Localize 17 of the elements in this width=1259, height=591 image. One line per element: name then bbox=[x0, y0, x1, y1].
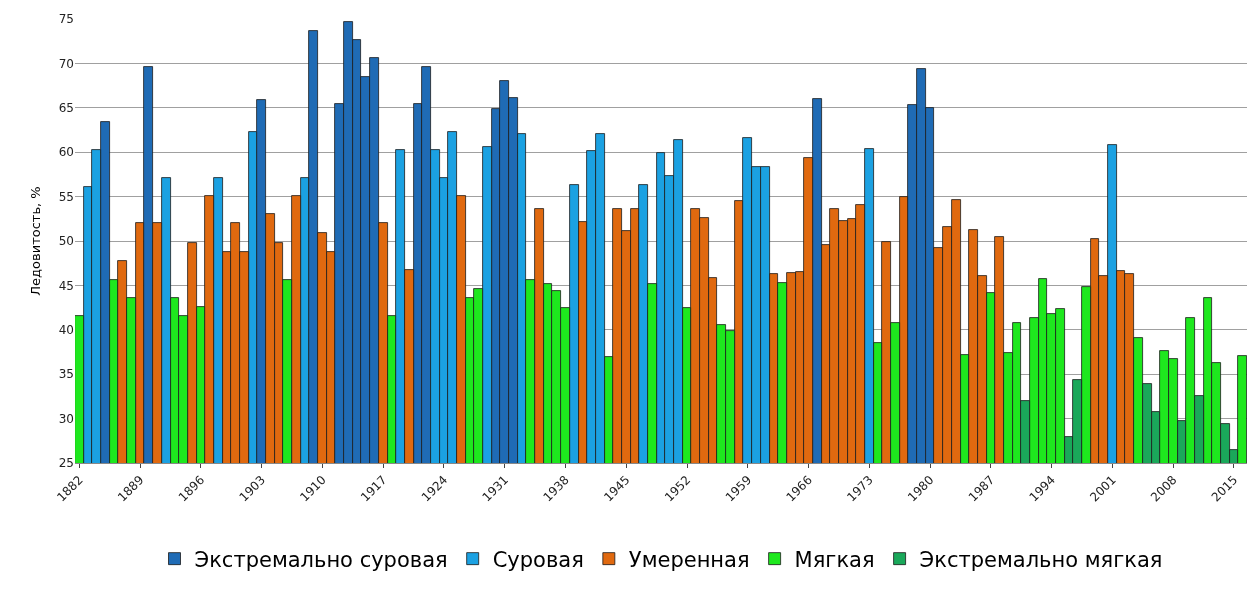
y-tick-label: 45 bbox=[58, 278, 74, 293]
legend-label: Умеренная bbox=[628, 547, 750, 572]
legend-label: Экстремально суровая bbox=[194, 547, 448, 572]
y-tick-label: 30 bbox=[58, 411, 74, 426]
y-tick-label: 35 bbox=[58, 367, 74, 382]
y-tick-label: 55 bbox=[58, 189, 74, 204]
y-tick-label: 60 bbox=[58, 145, 74, 160]
legend-label: Мягкая bbox=[794, 547, 875, 572]
legend-label: Суровая bbox=[492, 547, 584, 572]
y-tick-label: 65 bbox=[58, 101, 74, 115]
y-tick-label: 70 bbox=[58, 56, 74, 71]
y-tick-label: 50 bbox=[58, 234, 74, 249]
y-tick-label: 75 bbox=[58, 12, 74, 27]
y-tick-label: 25 bbox=[58, 456, 74, 471]
y-tick-label: 40 bbox=[58, 323, 74, 337]
legend-label: Экстремально мягкая bbox=[919, 547, 1163, 572]
y-axis-title: Ледовитость, % bbox=[27, 186, 43, 296]
